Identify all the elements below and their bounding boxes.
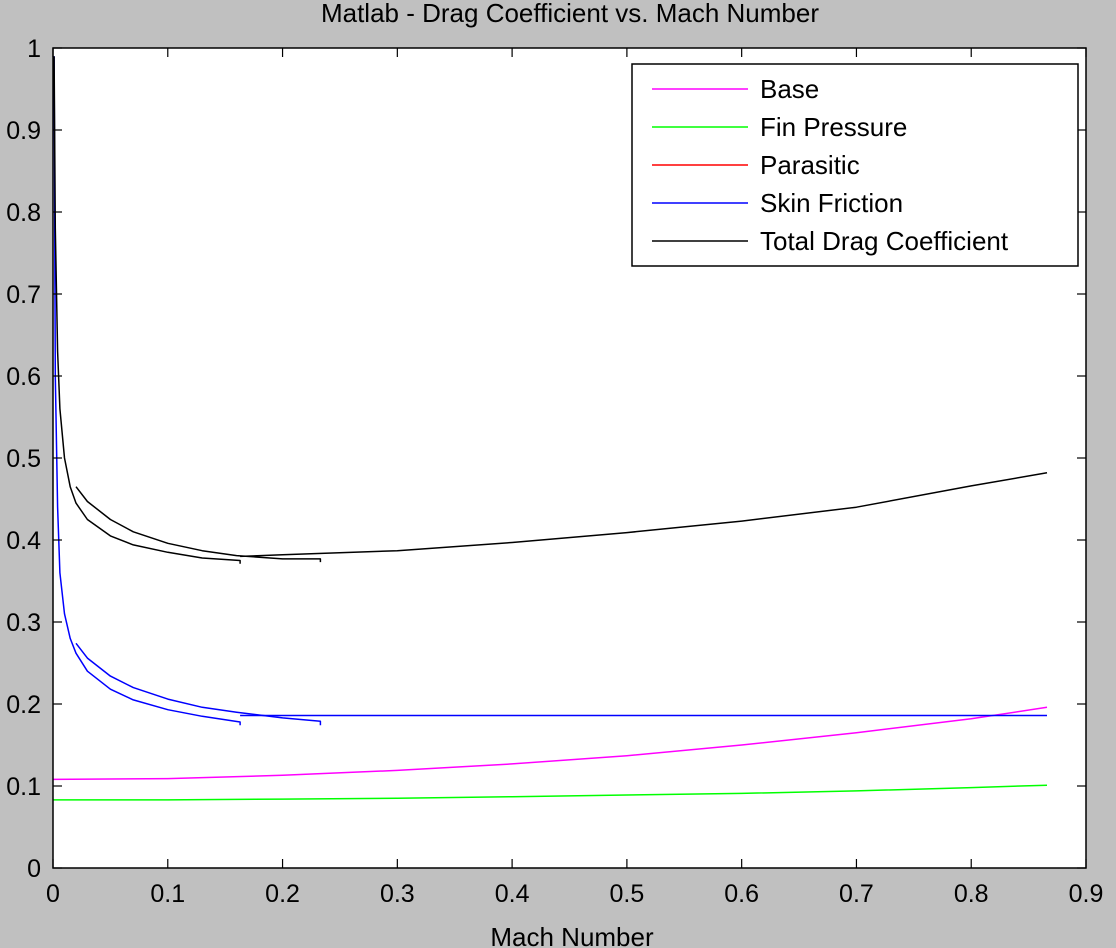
series-line-base	[53, 706, 1048, 781]
y-tick-label: 1	[27, 35, 41, 63]
series-line-total-drag-coefficient	[53, 56, 241, 564]
legend-entry: Base	[760, 74, 819, 104]
series-line-total-drag-coefficient	[240, 472, 1048, 558]
series-line-skin-friction	[53, 56, 241, 726]
y-tick-label: 0.3	[6, 609, 41, 637]
plot-frame	[52, 47, 1087, 869]
legend: Base Fin Pressure Parasitic Skin Friction To…	[631, 63, 1079, 267]
x-tick-label: 0.5	[610, 880, 645, 908]
series-line-fin-pressure	[53, 784, 1048, 801]
legend-entry: Total Drag Coefficient	[760, 226, 1009, 256]
series-line-skin-friction	[75, 642, 322, 726]
y-tick-label: 0.5	[6, 445, 41, 473]
y-tick-label: 0.9	[6, 117, 41, 145]
series-line-total-drag-coefficient	[75, 486, 322, 563]
x-tick-label: 0.8	[954, 880, 989, 908]
legend-entry: Fin Pressure	[760, 112, 907, 142]
x-tick-label: 0	[46, 880, 60, 908]
y-tick-label: 0	[27, 855, 41, 883]
x-tick-label: 0.3	[380, 880, 415, 908]
chart-title: Matlab - Drag Coefficient vs. Mach Numbe…	[321, 0, 819, 28]
y-tick-label: 0.2	[6, 691, 41, 719]
legend-entry: Parasitic	[760, 150, 860, 180]
y-tick-label: 0.1	[6, 773, 41, 801]
legend-entry: Skin Friction	[760, 188, 903, 218]
y-tick-label: 0.7	[6, 281, 41, 309]
x-axis-label: Mach Number	[490, 922, 654, 948]
y-tick-label: 0.4	[6, 527, 41, 555]
x-tick-label: 0.1	[150, 880, 185, 908]
y-tick-label: 0.6	[6, 363, 41, 391]
x-tick-label: 0.7	[839, 880, 874, 908]
y-tick-label: 0.8	[6, 199, 41, 227]
x-tick-label: 0.2	[265, 880, 300, 908]
x-tick-label: 0.6	[724, 880, 759, 908]
x-tick-label: 0.4	[495, 880, 530, 908]
x-tick-label: 0.9	[1069, 880, 1104, 908]
